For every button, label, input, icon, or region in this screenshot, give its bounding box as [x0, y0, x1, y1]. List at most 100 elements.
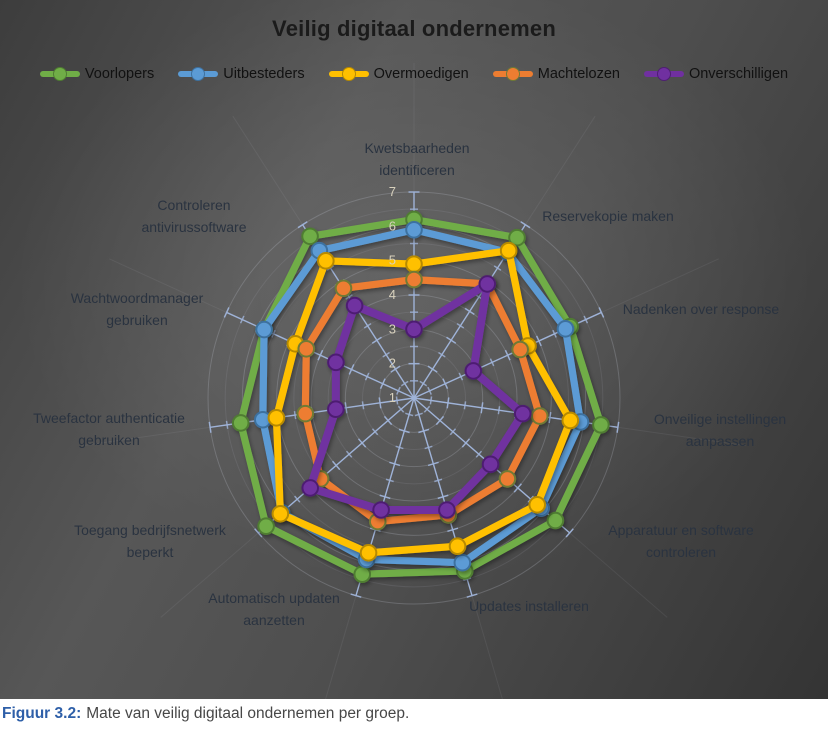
radial-value-label: 6: [389, 218, 396, 233]
series-marker: [405, 220, 423, 239]
series-marker: [296, 404, 315, 423]
series-marker: [592, 416, 610, 434]
legend-line-marker-icon: [492, 67, 533, 81]
axis-tick: [435, 415, 445, 426]
series-marker: [481, 455, 500, 474]
axis-tick: [254, 528, 263, 538]
radial-value-label: 1: [389, 390, 396, 405]
axis-tick: [423, 405, 431, 413]
series-marker: [448, 537, 467, 556]
category-labels: Kwetsbaarheden identificeren Reservekopie …: [33, 140, 786, 628]
axis-tick: [458, 372, 464, 381]
series-marker: [372, 501, 390, 519]
figure-caption-number: Figuur 3.2:: [2, 705, 82, 722]
axis-tick: [480, 402, 484, 414]
category-label: gebruiken: [78, 432, 140, 448]
axis-tick: [293, 411, 297, 420]
category-label: gebruiken: [106, 312, 168, 328]
axis-tick: [396, 386, 401, 395]
axis-tick: [520, 221, 531, 229]
axis-tick: [397, 405, 405, 413]
axis-tick: [466, 593, 478, 598]
series-marker: [405, 270, 423, 289]
legend-line-marker-icon: [178, 67, 219, 81]
axis-tick: [504, 349, 511, 361]
axis-tick: [378, 397, 382, 409]
legend-label: Uitbesteders: [223, 66, 305, 82]
legend-label: Onverschilligen: [688, 66, 789, 82]
axis-tick: [463, 401, 467, 410]
series-marker: [317, 252, 335, 270]
axis-tick: [271, 329, 276, 338]
axis-tick: [446, 336, 457, 344]
series-marker: [257, 517, 275, 535]
series-marker: [231, 414, 250, 432]
axis-tick: [382, 351, 390, 358]
axis-tick: [449, 428, 457, 436]
axis-tick: [424, 445, 433, 450]
series-marker: [345, 296, 364, 315]
axis-tick: [456, 323, 465, 329]
radar-series: [231, 210, 610, 584]
axis-tick: [405, 412, 414, 417]
axis-tick: [389, 461, 401, 467]
category-label: Toegang bedrijfsnetwerk: [74, 522, 227, 538]
category-label: Onveilige instellingen: [654, 411, 786, 427]
category-label: Wachtwoordmanager: [71, 290, 204, 306]
legend-line-marker-icon: [328, 67, 369, 81]
series-marker: [255, 320, 273, 339]
category-label: Reservekopie maken: [542, 208, 674, 224]
series-marker: [327, 400, 345, 419]
radial-value-label: 4: [389, 287, 396, 302]
figure-caption-text: Mate van veilig digitaal ondernemen per …: [86, 705, 410, 722]
axis-tick: [489, 358, 495, 367]
radial-value-label: 5: [389, 253, 396, 268]
axis-tick: [350, 593, 362, 598]
category-label: controleren: [646, 544, 716, 560]
axis-tick: [446, 397, 450, 409]
category-label: Kwetsbaarheden: [364, 140, 469, 156]
series-marker: [546, 511, 565, 530]
series-marker: [530, 407, 549, 425]
axis-tick: [434, 478, 443, 483]
axis-tick: [371, 428, 379, 436]
category-label: aanzetten: [243, 612, 305, 628]
series-line: [306, 279, 527, 514]
radar-svg: 1 2 3 4 5 6 7 Kwetsbaarheden identificeren Reser…: [33, 140, 787, 628]
legend-label: Overmoedigen: [373, 66, 469, 82]
axis-tick: [427, 386, 432, 395]
axis-tick: [395, 396, 399, 405]
legend-item-overmoedigen: Overmoedigen: [328, 66, 469, 82]
axis-tick: [379, 494, 391, 500]
axis-tick: [223, 307, 230, 318]
axis-tick: [552, 329, 557, 338]
axis-tick: [429, 396, 433, 405]
axis-tick: [464, 307, 475, 315]
series-marker: [513, 404, 532, 423]
series-marker: [464, 362, 483, 380]
category-label: Updates installeren: [469, 598, 589, 614]
axis-tick: [583, 315, 589, 324]
axis-tick: [513, 483, 522, 493]
series-marker: [267, 408, 286, 427]
legend-line-marker-icon: [39, 67, 80, 81]
series-marker: [438, 501, 456, 519]
series-marker: [405, 320, 423, 339]
axis-tick: [361, 401, 365, 410]
radial-value-label: 7: [389, 184, 396, 199]
axis-tick: [548, 411, 552, 424]
axis-tick: [616, 421, 620, 433]
series-line: [272, 247, 574, 557]
radial-value-labels: 1 2 3 4 5 6 7: [389, 184, 396, 405]
series-marker: [561, 411, 580, 430]
axis-tick: [379, 378, 386, 390]
series-marker: [498, 470, 517, 488]
legend-line-marker-icon: [643, 67, 684, 81]
axis-tick: [385, 478, 394, 483]
axis-tick: [419, 380, 428, 387]
axis-tick: [418, 428, 430, 434]
series-marker: [556, 320, 575, 338]
axis-tick: [493, 265, 502, 271]
chart-legend: Voorlopers Uitbesteders Overmoedigen Mac…: [0, 66, 828, 82]
